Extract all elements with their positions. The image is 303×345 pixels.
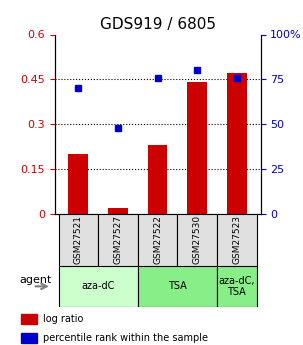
Bar [108, 208, 128, 214]
Bar [227, 73, 247, 214]
FancyBboxPatch shape [58, 266, 138, 307]
Bar [148, 145, 168, 214]
Text: GSM27527: GSM27527 [113, 215, 122, 264]
Bar [21, 333, 38, 343]
Bar [68, 154, 88, 214]
Text: agent: agent [19, 275, 52, 285]
Text: aza-dC: aza-dC [82, 282, 115, 291]
FancyBboxPatch shape [58, 214, 98, 266]
Title: GDS919 / 6805: GDS919 / 6805 [100, 17, 215, 32]
Text: GSM27523: GSM27523 [232, 215, 241, 264]
Text: GSM27522: GSM27522 [153, 215, 162, 264]
Text: GSM27521: GSM27521 [74, 215, 83, 264]
FancyBboxPatch shape [138, 266, 217, 307]
FancyBboxPatch shape [98, 214, 138, 266]
FancyBboxPatch shape [177, 214, 217, 266]
Bar [21, 314, 38, 324]
FancyBboxPatch shape [217, 266, 257, 307]
Text: log ratio: log ratio [43, 314, 83, 324]
Text: GSM27530: GSM27530 [193, 215, 202, 264]
FancyBboxPatch shape [217, 214, 257, 266]
Text: TSA: TSA [168, 282, 187, 291]
Bar [187, 82, 207, 214]
FancyBboxPatch shape [138, 214, 177, 266]
Text: percentile rank within the sample: percentile rank within the sample [43, 333, 208, 343]
Text: aza-dC,
TSA: aza-dC, TSA [218, 276, 255, 297]
